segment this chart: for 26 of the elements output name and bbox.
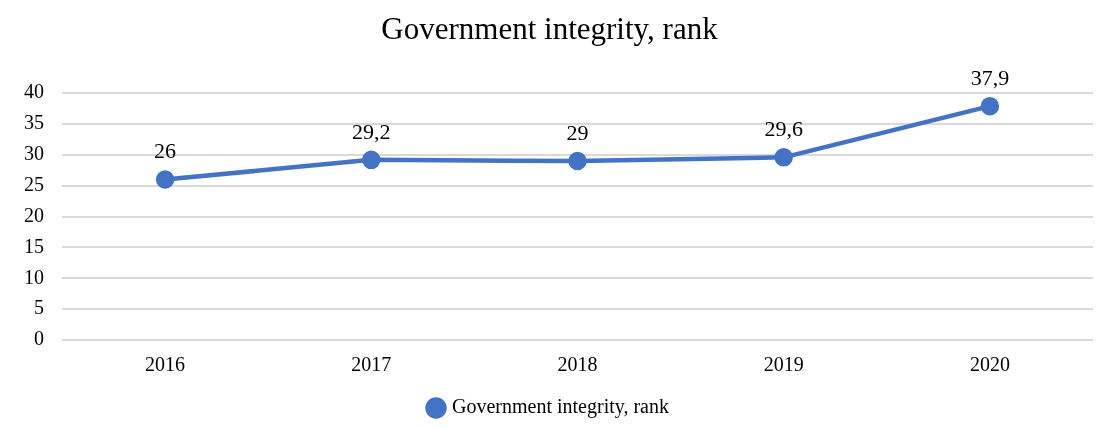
point [774,148,793,167]
y-tick-label: 25 [24,173,44,195]
point [362,150,381,170]
x-tick-label: 2020 [969,353,1010,376]
x-tick-label: 2018 [557,353,598,376]
y-tick-label: 10 [24,265,44,288]
data-label: 37,9 [970,64,1010,90]
legend-label: Government integrity, rank [452,395,669,419]
y-tick-label: 15 [24,234,44,257]
y-tick-label: 5 [34,296,44,319]
point [568,151,587,171]
point [155,170,175,189]
data-label: 26 [154,138,177,164]
point [980,96,1000,116]
y-tick-label: 20 [24,203,44,226]
y-tick-label: 30 [24,142,44,165]
y-tick-label: 40 [24,80,44,103]
x-tick-label: 2016 [145,353,186,376]
data-label: 29,2 [352,118,391,144]
x-tick-label: 2017 [351,353,392,376]
data-label: 29 [566,119,589,145]
y-tick-label: 0 [34,327,44,350]
chart-title: Government integrity, rank [381,10,719,46]
y-tick-label: 35 [24,111,44,134]
x-tick-label: 2019 [763,353,804,376]
data-label: 29,6 [764,116,803,142]
